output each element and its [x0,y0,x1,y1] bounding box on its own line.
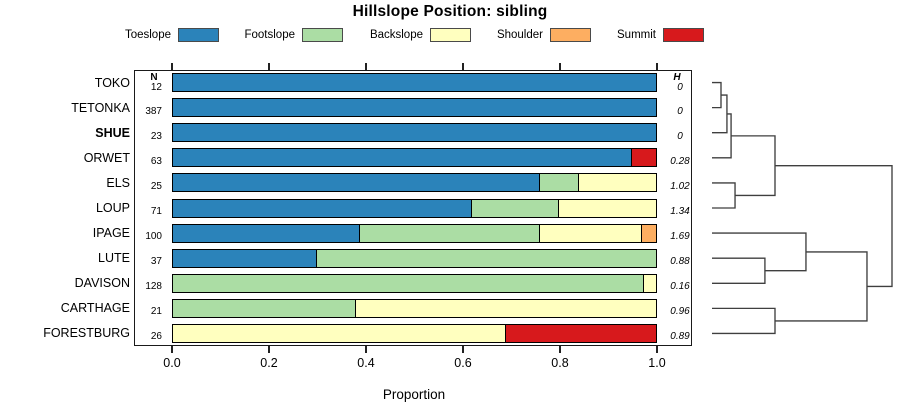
bar-segment-summit [504,323,657,343]
h-value: 0.89 [670,331,690,343]
x-axis-tick-label: 0.0 [163,356,181,370]
n-value: 37 [150,256,162,268]
series-label: CARTHAGE [60,301,130,316]
legend-label: Summit [617,29,656,41]
series-label: ORWET [83,150,130,165]
bar-segment-toeslope [172,98,657,118]
bar-segment-toeslope [172,123,657,143]
legend-swatch [302,28,343,42]
bar-segment-summit [631,148,657,168]
n-value: 23 [150,130,162,142]
series-label: TETONKA [71,100,130,115]
bar-segment-backslope [172,323,507,343]
bar-segment-footslope [538,173,580,193]
x-axis-tick-label: 0.8 [551,356,569,370]
chart-title: Hillslope Position: sibling [352,3,548,20]
series-label: LOUP [95,201,130,215]
bar-segment-toeslope [172,148,633,168]
n-value: 100 [145,231,162,243]
x-axis-tick [171,346,173,353]
x-axis-tick-label: 0.2 [260,356,278,370]
h-value: 1.02 [670,180,690,192]
plot-box [134,70,692,346]
series-label: DAVISON [74,276,130,291]
n-value: 63 [150,155,162,167]
x-axis-tick-label: 0.6 [454,356,472,370]
x-axis-tick-top [462,63,464,70]
bar-segment-backslope [538,223,643,243]
n-value: 25 [150,180,162,192]
legend-label: Backslope [369,29,423,41]
bar-segment-footslope [359,223,541,243]
legend-label: Shoulder [496,29,543,41]
bar-segment-toeslope [172,223,362,243]
series-label: LUTE [98,251,130,266]
legend-swatch [178,28,219,42]
legend-label: Footslope [244,29,295,41]
h-value: 0.88 [670,256,690,268]
series-label: SHUE [95,125,130,140]
n-value: 71 [150,206,162,217]
n-value: 128 [145,281,162,293]
series-label: ELS [106,175,130,190]
bar-segment-toeslope [172,73,657,93]
x-axis-tick-top [656,63,658,70]
legend-swatch [663,28,704,42]
series-label: IPAGE [92,226,130,241]
h-value: 0.16 [670,281,690,293]
bar-segment-backslope [577,173,657,193]
h-value: 0 [677,81,683,93]
h-value: 0 [677,105,683,117]
x-axis-tick [268,346,270,353]
x-axis-tick-label: 1.0 [648,356,666,370]
legend-label: Toeslope [124,29,171,41]
x-axis-tick-top [268,63,270,70]
series-label: FORESTBURG [43,326,130,341]
x-axis-tick [559,346,561,353]
series-label: TOKO [94,75,130,90]
x-axis-tick-top [171,63,173,70]
x-axis-tick [365,346,367,353]
n-value: 26 [150,331,162,343]
bar-segment-backslope [643,273,657,293]
bar-segment-backslope [558,198,657,218]
bar-segment-toeslope [172,198,473,218]
n-value: 387 [145,105,162,117]
bar-segment-footslope [315,248,657,268]
bar-segment-shoulder [640,223,657,243]
bar-segment-backslope [354,298,657,318]
x-axis-tick [656,346,658,353]
h-value: 0 [677,130,683,142]
h-value: 0.28 [670,155,690,167]
bar-segment-toeslope [172,173,541,193]
legend-swatch [550,28,591,42]
n-column-header: N [150,71,158,83]
h-value: 1.69 [670,231,690,243]
bar-segment-footslope [172,273,645,293]
bar-segment-footslope [172,298,357,318]
bar-segment-footslope [471,198,560,218]
x-axis-tick-top [559,63,561,70]
n-value: 12 [150,81,162,93]
x-axis-tick [462,346,464,353]
h-value: 0.96 [670,306,690,318]
bar-segment-toeslope [172,248,318,268]
n-value: 21 [150,306,162,318]
x-axis-title: Proportion [382,387,446,402]
h-column-header: H [673,71,681,83]
legend-swatch [430,28,471,42]
x-axis-tick-label: 0.4 [357,356,375,370]
x-axis-tick-top [365,63,367,70]
h-value: 1.34 [670,206,690,217]
